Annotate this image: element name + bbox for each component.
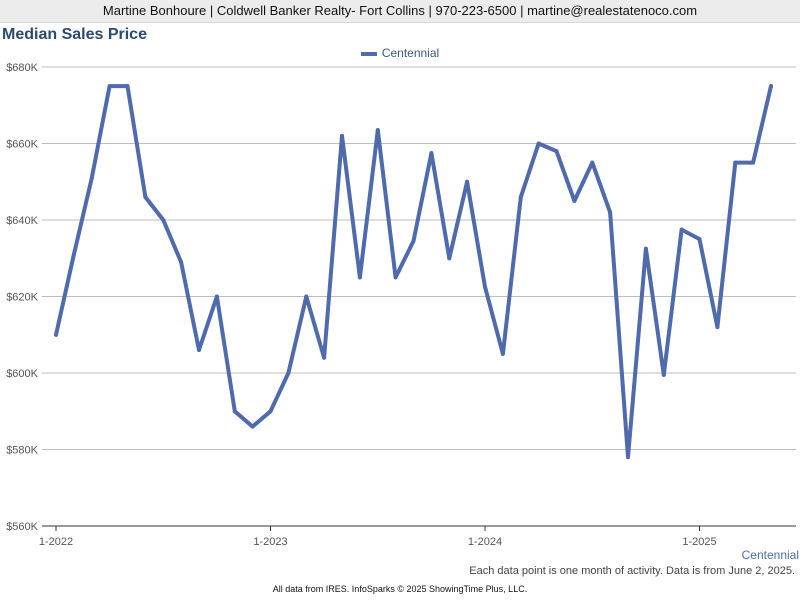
series-line [54, 84, 773, 460]
legend-swatch [360, 51, 377, 56]
data-point [393, 275, 398, 280]
x-axis: 1-2022 1-2023 1-2024 1-2025 [39, 526, 717, 548]
data-point [340, 133, 344, 138]
data-point [268, 409, 273, 414]
data-point [697, 237, 702, 242]
data-point [250, 424, 255, 429]
data-point [733, 160, 738, 165]
series-centennial [54, 84, 773, 460]
x-tick-label: 1-2023 [253, 536, 287, 548]
y-axis: $560K $580K $600K $620K $640K $660K $680K [6, 62, 38, 533]
data-point [483, 284, 487, 289]
legend-label: Centennial [381, 46, 440, 60]
data-point [322, 355, 327, 360]
y-tick-label: $560K [6, 521, 38, 533]
data-point [769, 84, 773, 89]
data-point [447, 256, 452, 261]
data-point [661, 372, 666, 377]
data-point [304, 294, 309, 299]
data-point [536, 141, 541, 146]
data-point [286, 371, 291, 375]
data-point [626, 455, 630, 460]
data-point [608, 210, 613, 215]
data-point [143, 195, 148, 200]
data-point [429, 151, 434, 156]
data-point [54, 332, 58, 337]
data-point [411, 239, 416, 244]
y-tick-label: $620K [6, 292, 38, 304]
legend: Centennial [0, 46, 800, 60]
y-tick-label: $680K [6, 62, 38, 74]
data-point [465, 179, 470, 184]
y-tick-label: $640K [6, 215, 38, 227]
x-tick-label: 1-2024 [468, 536, 502, 548]
data-note: Each data point is one month of activity… [469, 565, 795, 577]
data-point [161, 218, 166, 222]
chart-title: Median Sales Price [2, 26, 147, 43]
data-point [715, 325, 720, 330]
data-point [357, 275, 362, 280]
data-point [643, 246, 648, 251]
data-point [125, 84, 130, 89]
data-point [375, 128, 380, 133]
gridlines [42, 66, 796, 527]
data-point [679, 227, 684, 232]
y-tick-label: $660K [6, 139, 38, 151]
data-point [751, 160, 756, 165]
footer-credit: All data from IRES. InfoSparks © 2025 Sh… [272, 584, 528, 594]
agent-header: Martine Bonhoure | Coldwell Banker Realt… [0, 0, 800, 23]
data-point [590, 160, 595, 165]
data-point [500, 351, 505, 356]
series-end-label: Centennial [741, 548, 799, 562]
data-point [71, 252, 76, 257]
data-point [107, 84, 112, 89]
data-point [89, 175, 94, 180]
x-tick-label: 1-2025 [682, 536, 716, 548]
data-point [214, 294, 219, 299]
x-tick-label: 1-2022 [39, 536, 73, 548]
data-point [518, 195, 523, 200]
data-point [232, 409, 237, 414]
data-point [197, 348, 201, 353]
y-tick-label: $580K [6, 445, 38, 457]
data-point [572, 198, 577, 203]
data-point [554, 149, 559, 154]
y-tick-label: $600K [6, 368, 38, 380]
data-point [179, 260, 184, 265]
